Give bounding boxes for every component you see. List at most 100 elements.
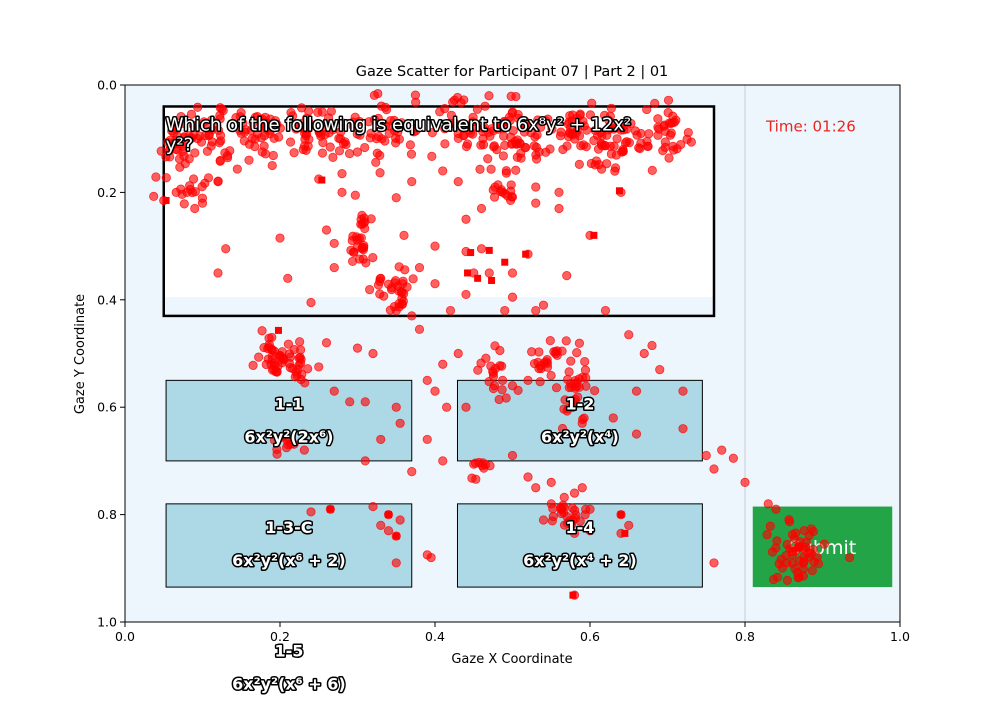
gaze-point-872 [321, 225, 332, 235]
gaze-point-833 [701, 450, 711, 461]
gaze-point-782 [538, 300, 549, 310]
gaze-point-404 [593, 131, 603, 141]
gaze-point-462 [350, 190, 360, 200]
gaze-point-601 [490, 341, 500, 351]
gaze-point-515 [501, 168, 511, 178]
gaze-point-786 [414, 324, 425, 334]
gaze-point-871 [337, 187, 347, 197]
gaze-point-593 [481, 353, 491, 363]
y-tick-label-0: 0.0 [97, 78, 117, 93]
gaze-point-66 [186, 109, 197, 119]
gaze-point-701 [559, 507, 569, 518]
gaze-point-850 [426, 552, 436, 563]
gaze-marker-2 [615, 187, 623, 195]
gaze-point-72 [207, 137, 217, 147]
gaze-point-589 [497, 385, 507, 395]
gaze-point-215 [427, 151, 437, 162]
gaze-point-678 [485, 461, 495, 471]
gaze-point-702 [570, 513, 580, 523]
gaze-point-386 [606, 149, 616, 159]
gaze-point-754 [772, 536, 782, 546]
gaze-point-251 [440, 139, 450, 149]
y-tick-label-2: 0.4 [97, 292, 117, 307]
gaze-point-450 [203, 173, 214, 183]
gaze-point-835 [709, 464, 719, 474]
gaze-point-631 [574, 338, 585, 348]
gaze-points [149, 85, 855, 600]
gaze-point-797 [438, 359, 448, 369]
gaze-point-115 [248, 118, 258, 128]
gaze-point-165 [317, 148, 328, 158]
gaze-point-580 [297, 369, 307, 379]
gaze-point-279 [489, 142, 499, 152]
gaze-point-509 [408, 274, 418, 284]
gaze-point-590 [494, 394, 504, 405]
gaze-point-234 [440, 104, 450, 114]
gaze-point-559 [259, 342, 269, 353]
gaze-point-476 [346, 245, 356, 255]
gaze-point-811 [360, 456, 370, 466]
gaze-point-324 [547, 124, 557, 134]
gaze-point-852 [569, 488, 580, 498]
gaze-point-730 [807, 565, 817, 576]
gaze-point-690 [547, 516, 557, 526]
gaze-point-670 [467, 473, 477, 483]
gaze-point-761 [213, 268, 223, 278]
gaze-point-821 [523, 472, 533, 482]
gaze-point-55 [193, 102, 203, 112]
gaze-point-106 [289, 148, 299, 158]
gaze-point-865 [531, 182, 541, 192]
gaze-point-847 [376, 520, 386, 530]
gaze-point-808 [391, 402, 401, 412]
gaze-point-818 [523, 375, 533, 385]
gaze-point-815 [438, 456, 448, 466]
gaze-point-147 [323, 113, 334, 123]
gaze-point-836 [728, 453, 738, 463]
gaze-point-700 [559, 520, 570, 530]
gaze-point-572 [303, 364, 313, 374]
gaze-point-70 [225, 146, 235, 156]
gaze-point-617 [527, 347, 537, 357]
gaze-marker-0 [162, 196, 170, 204]
gaze-point-805 [345, 397, 355, 407]
gaze-point-740 [782, 558, 792, 568]
gaze-point-446 [179, 199, 189, 209]
gaze-point-861 [546, 499, 556, 509]
gaze-point-351 [642, 104, 652, 115]
gaze-point-793 [337, 169, 347, 179]
gaze-point-720 [819, 539, 829, 549]
gaze-point-814 [442, 402, 452, 412]
question-text-line-1: Which of the following is equivalent to … [166, 114, 631, 135]
gaze-point-858 [585, 526, 595, 536]
gaze-point-344 [575, 109, 585, 119]
gaze-marker-16 [621, 529, 629, 537]
gaze-point-104 [268, 150, 278, 161]
plot-frame [124, 84, 901, 623]
x-tick-label-3: 0.6 [580, 629, 600, 644]
gaze-point-28 [175, 162, 185, 172]
gaze-point-172 [360, 142, 370, 153]
gaze-point-389 [602, 159, 612, 169]
gaze-point-86 [215, 103, 225, 113]
gaze-point-208 [380, 102, 390, 112]
gaze-point-434 [664, 153, 674, 163]
gaze-point-635 [557, 346, 567, 356]
gaze-point-876 [213, 177, 223, 187]
gaze-point-200 [375, 168, 385, 178]
gaze-point-812 [407, 467, 417, 477]
gaze-point-542 [295, 337, 305, 347]
gaze-point-206 [411, 126, 421, 136]
gaze-point-146 [338, 118, 348, 128]
gaze-point-428 [663, 95, 674, 105]
gaze-marker-4 [522, 250, 530, 258]
gaze-point-399 [617, 147, 627, 157]
gaze-point-666 [283, 439, 293, 450]
gaze-point-274 [486, 164, 496, 174]
gaze-point-304 [511, 165, 521, 175]
gaze-point-23 [161, 173, 171, 183]
gaze-point-647 [560, 395, 570, 405]
gaze-point-877 [267, 160, 277, 171]
gaze-point-158 [352, 129, 362, 139]
gaze-point-837 [740, 477, 750, 487]
gaze-point-870 [438, 166, 448, 176]
